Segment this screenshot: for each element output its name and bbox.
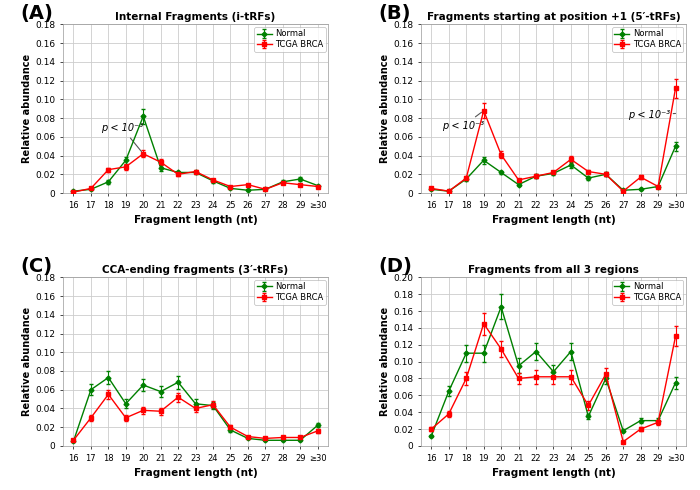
Title: Fragments from all 3 regions: Fragments from all 3 regions: [468, 265, 639, 275]
X-axis label: Fragment length (nt): Fragment length (nt): [134, 468, 258, 478]
Text: (B): (B): [379, 4, 411, 23]
Legend: Normal, TCGA BRCA: Normal, TCGA BRCA: [612, 280, 683, 304]
Y-axis label: Relative abundance: Relative abundance: [380, 54, 391, 163]
Text: (D): (D): [379, 257, 412, 276]
Title: Fragments starting at position +1 (5′-tRFs): Fragments starting at position +1 (5′-tR…: [426, 12, 680, 23]
Y-axis label: Relative abundance: Relative abundance: [22, 307, 32, 416]
Y-axis label: Relative abundance: Relative abundance: [380, 307, 391, 416]
X-axis label: Fragment length (nt): Fragment length (nt): [491, 468, 615, 478]
Legend: Normal, TCGA BRCA: Normal, TCGA BRCA: [254, 280, 326, 304]
Text: (A): (A): [20, 4, 53, 23]
Text: p < 10⁻³: p < 10⁻³: [629, 110, 676, 120]
Text: p < 10⁻³: p < 10⁻³: [102, 123, 144, 151]
Text: p < 10⁻³: p < 10⁻³: [442, 112, 484, 131]
X-axis label: Fragment length (nt): Fragment length (nt): [134, 215, 258, 225]
Title: Internal Fragments (i-tRFs): Internal Fragments (i-tRFs): [116, 12, 276, 23]
Title: CCA-ending fragments (3′-tRFs): CCA-ending fragments (3′-tRFs): [102, 265, 288, 275]
Legend: Normal, TCGA BRCA: Normal, TCGA BRCA: [612, 27, 683, 51]
Legend: Normal, TCGA BRCA: Normal, TCGA BRCA: [254, 27, 326, 51]
X-axis label: Fragment length (nt): Fragment length (nt): [491, 215, 615, 225]
Text: (C): (C): [20, 257, 52, 276]
Y-axis label: Relative abundance: Relative abundance: [22, 54, 32, 163]
